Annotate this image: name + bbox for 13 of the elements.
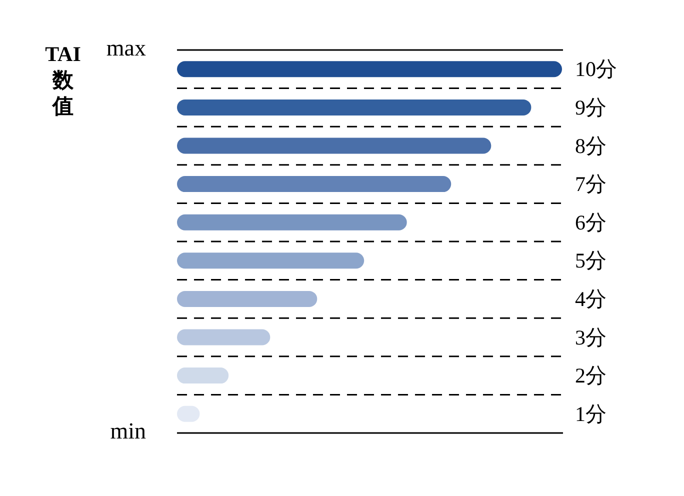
- annotation: max: [106, 35, 146, 60]
- y-tick-label: 4分: [575, 286, 606, 311]
- annotation: min: [110, 418, 146, 444]
- y-tick-label: 6分: [575, 210, 606, 234]
- y-tick-label: 7分: [575, 172, 606, 196]
- y-tick-label: 9分: [575, 95, 606, 120]
- ylabel: TAI数值: [45, 42, 81, 118]
- y-tick-label: 5分: [575, 248, 606, 273]
- y-tick-label: 10分: [575, 57, 617, 82]
- y-tick-label: 3分: [575, 325, 606, 350]
- y-tick-label: 1分: [575, 402, 606, 426]
- y-tick-label: 8分: [575, 134, 606, 158]
- y-tick-label: 2分: [575, 364, 606, 388]
